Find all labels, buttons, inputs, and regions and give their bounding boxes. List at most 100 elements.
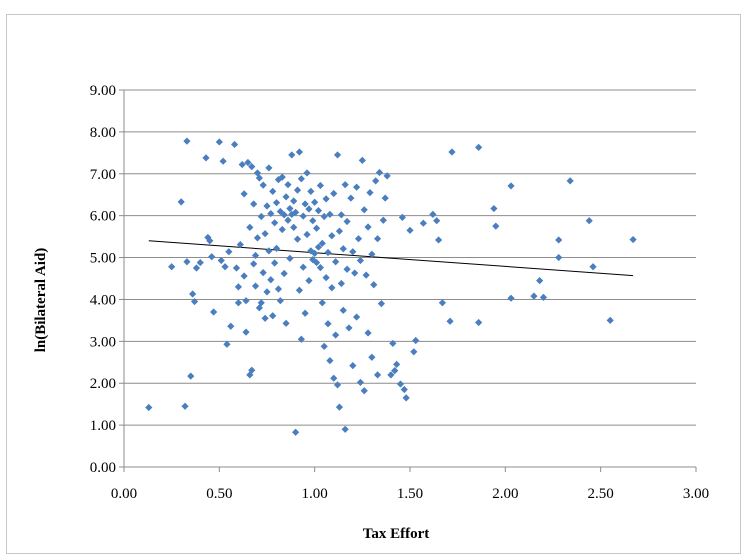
data-point — [326, 357, 334, 365]
data-point — [330, 374, 338, 382]
data-point — [555, 253, 563, 262]
data-point — [507, 182, 515, 190]
data-point — [312, 258, 321, 267]
data-point — [324, 248, 332, 257]
data-point — [358, 156, 366, 164]
data-point — [242, 328, 250, 336]
data-point — [339, 306, 347, 314]
data-point — [309, 256, 317, 264]
y-tick-label: 8.00 — [90, 125, 116, 141]
data-point — [322, 274, 330, 282]
data-point — [284, 216, 292, 224]
data-point — [189, 290, 197, 298]
data-point — [303, 230, 311, 239]
data-point — [381, 194, 389, 202]
data-point — [410, 348, 418, 356]
data-point — [272, 244, 281, 252]
data-point — [555, 236, 563, 244]
data-point — [242, 297, 250, 305]
data-point — [240, 272, 248, 280]
data-point — [293, 235, 302, 243]
data-point — [263, 202, 271, 210]
data-point — [368, 250, 376, 258]
data-point — [299, 263, 307, 271]
data-point — [389, 339, 397, 348]
data-point — [364, 329, 372, 337]
x-tick-label: 2.00 — [492, 486, 518, 502]
data-point — [507, 294, 515, 302]
data-point — [282, 319, 290, 327]
data-point — [248, 163, 256, 171]
data-point — [393, 360, 401, 368]
data-point — [318, 299, 326, 307]
data-point — [290, 223, 298, 231]
y-tick-label: 5.00 — [90, 251, 116, 267]
data-point — [278, 225, 286, 234]
data-point — [391, 367, 399, 375]
data-point — [278, 173, 286, 181]
data-point — [217, 256, 225, 265]
data-point — [347, 194, 355, 202]
data-point — [328, 232, 336, 240]
data-point — [232, 264, 241, 272]
data-point — [183, 258, 191, 266]
data-point — [333, 381, 342, 389]
data-point — [448, 148, 456, 156]
data-point — [251, 251, 260, 260]
data-point — [225, 248, 233, 256]
data-point — [280, 269, 288, 278]
data-point — [368, 353, 376, 361]
trendline — [148, 240, 634, 277]
data-point — [292, 208, 300, 216]
x-tick-label: 1.50 — [397, 486, 423, 502]
y-tick-label: 4.00 — [90, 292, 116, 308]
data-point — [373, 235, 382, 243]
data-point — [265, 164, 273, 172]
data-point — [402, 394, 410, 402]
data-point — [187, 372, 195, 380]
data-point — [333, 151, 342, 159]
data-point — [259, 181, 267, 189]
data-point — [250, 200, 258, 208]
data-point — [343, 265, 351, 273]
data-point — [337, 211, 345, 219]
data-point — [206, 237, 214, 245]
data-point — [202, 154, 210, 162]
data-point — [606, 316, 614, 324]
data-point — [282, 193, 290, 201]
data-point — [398, 213, 406, 221]
data-point — [299, 212, 307, 220]
data-point — [316, 181, 324, 190]
y-tick-label: 2.00 — [90, 376, 116, 392]
data-point — [530, 292, 538, 300]
data-point — [316, 264, 324, 272]
data-point — [257, 212, 265, 221]
data-point — [351, 269, 359, 277]
data-point — [297, 175, 305, 183]
data-point — [251, 282, 260, 290]
data-point — [356, 256, 365, 265]
data-point — [396, 380, 405, 388]
data-point — [475, 318, 483, 327]
data-point — [320, 342, 328, 350]
data-point — [267, 276, 275, 284]
data-point — [303, 169, 311, 177]
data-point — [265, 247, 273, 255]
data-point — [196, 258, 204, 267]
data-point — [446, 317, 454, 325]
data-points — [145, 137, 637, 436]
data-point — [318, 239, 326, 247]
data-point — [238, 160, 246, 169]
axes — [119, 89, 697, 472]
data-point — [255, 304, 263, 312]
data-point — [339, 245, 347, 253]
data-point — [490, 204, 498, 213]
y-tick-label: 6.00 — [90, 209, 116, 225]
data-point — [366, 189, 374, 197]
data-point — [210, 308, 218, 316]
data-point — [341, 425, 349, 433]
data-point — [360, 206, 368, 214]
x-tick-label: 1.00 — [302, 486, 328, 502]
data-point — [223, 340, 231, 348]
